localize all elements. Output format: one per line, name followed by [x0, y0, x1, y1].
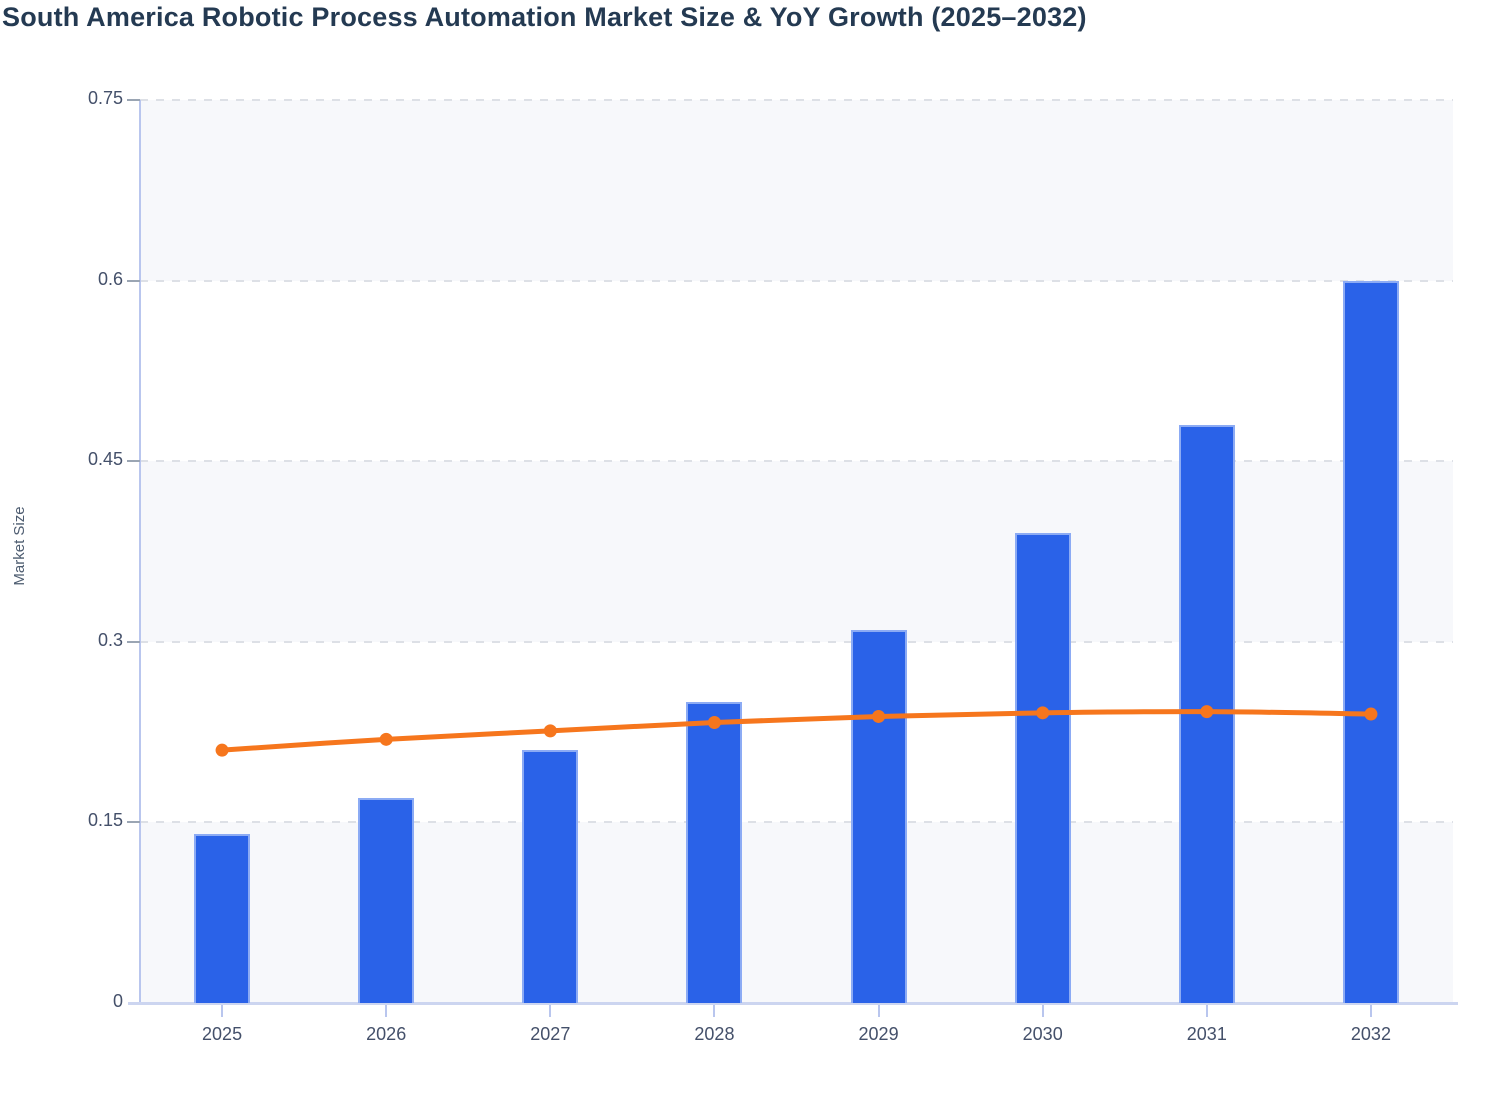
line-point-2029[interactable] [872, 709, 886, 723]
bar-2025[interactable] [194, 834, 251, 1003]
plot-band [140, 100, 1453, 281]
line-point-2028[interactable] [707, 715, 721, 729]
line-point-2031[interactable] [1200, 705, 1214, 719]
bar-2030[interactable] [1014, 533, 1071, 1003]
y-axis-tick-label: 0.6 [97, 268, 123, 289]
line-point-2030[interactable] [1036, 706, 1050, 720]
x-axis-tick [1369, 1005, 1372, 1017]
x-axis-tick [877, 1005, 880, 1017]
y-axis-tick-label: 0.75 [87, 88, 123, 108]
x-axis-label: 2031 [1186, 1024, 1227, 1044]
plot-band [140, 641, 1453, 823]
plot-band [140, 461, 1453, 642]
line-point-2026[interactable] [379, 732, 393, 746]
x-axis-tick [1041, 1005, 1044, 1017]
x-axis-label: 2028 [694, 1024, 735, 1044]
gridline [140, 99, 1453, 101]
x-axis-tick [1205, 1005, 1208, 1017]
x-axis-tick [549, 1005, 552, 1017]
y-axis-tick [127, 279, 140, 282]
x-axis-tick [221, 1005, 224, 1017]
x-axis-tick [713, 1005, 716, 1017]
x-axis-label: 2029 [858, 1024, 899, 1044]
gridline [140, 821, 1453, 824]
x-axis-label: 2025 [202, 1024, 243, 1044]
y-axis-line [139, 100, 141, 1003]
y-axis-tick [127, 460, 140, 463]
line-point-2025[interactable] [215, 743, 229, 757]
gridline [140, 279, 1453, 282]
y-axis-tick [127, 640, 140, 643]
bar-2027[interactable] [522, 750, 579, 1003]
gridline [140, 640, 1453, 643]
x-axis-tick [385, 1005, 388, 1017]
x-axis-label: 2026 [366, 1024, 407, 1044]
bar-2026[interactable] [358, 798, 415, 1003]
bar-2032[interactable] [1342, 280, 1399, 1003]
x-axis-line [128, 1002, 1458, 1005]
bar-2029[interactable] [850, 629, 907, 1003]
bar-2028[interactable] [686, 702, 743, 1003]
y-axis-tick-label: 0 [112, 991, 123, 1011]
y-axis-tick-label: 0.45 [87, 449, 123, 470]
chart-title: South America Robotic Process Automation… [2, 2, 1087, 32]
x-axis-label: 2030 [1022, 1024, 1063, 1044]
y-axis-tick [127, 99, 140, 101]
line-point-2032[interactable] [1364, 707, 1378, 721]
y-axis-title: Market Size [11, 506, 28, 586]
plot-band [140, 280, 1453, 462]
y-axis-tick-label: 0.3 [97, 629, 123, 650]
plot-band [140, 822, 1453, 1003]
line-point-2027[interactable] [543, 724, 557, 738]
gridline [140, 460, 1453, 463]
x-axis-label: 2032 [1350, 1024, 1391, 1044]
y-axis-tick-label: 0.15 [87, 810, 123, 831]
y-axis-tick [127, 821, 140, 824]
x-axis-label: 2027 [530, 1024, 571, 1044]
